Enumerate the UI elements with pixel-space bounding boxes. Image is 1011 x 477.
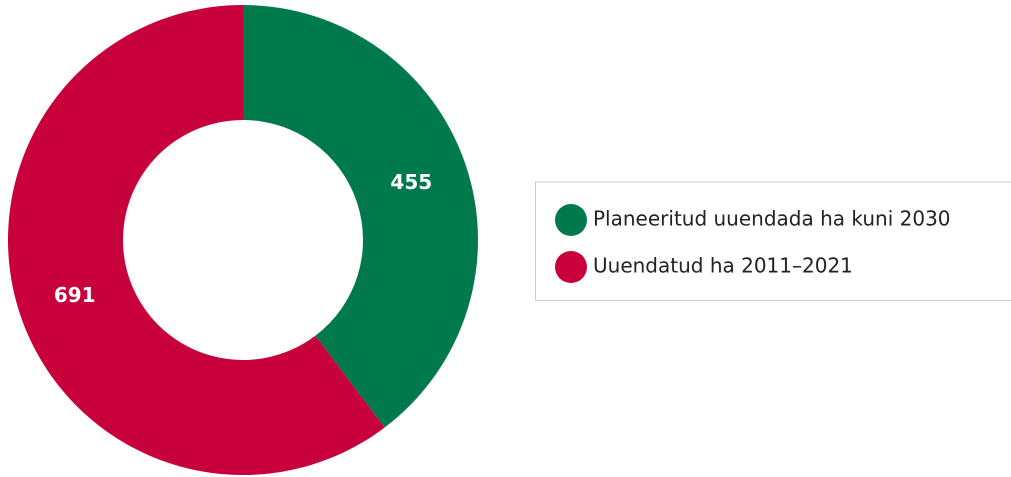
value-label: 455 <box>390 170 432 194</box>
value-label: 691 <box>54 283 96 307</box>
legend-label: Planeeritud uuendada ha kuni 2030 <box>593 207 951 231</box>
legend-swatch <box>555 251 587 283</box>
slice <box>243 5 478 428</box>
legend-label: Uuendatud ha 2011–2021 <box>593 254 853 278</box>
legend-swatch <box>555 204 587 236</box>
legend-frame <box>535 181 1011 301</box>
slice <box>7 5 385 475</box>
